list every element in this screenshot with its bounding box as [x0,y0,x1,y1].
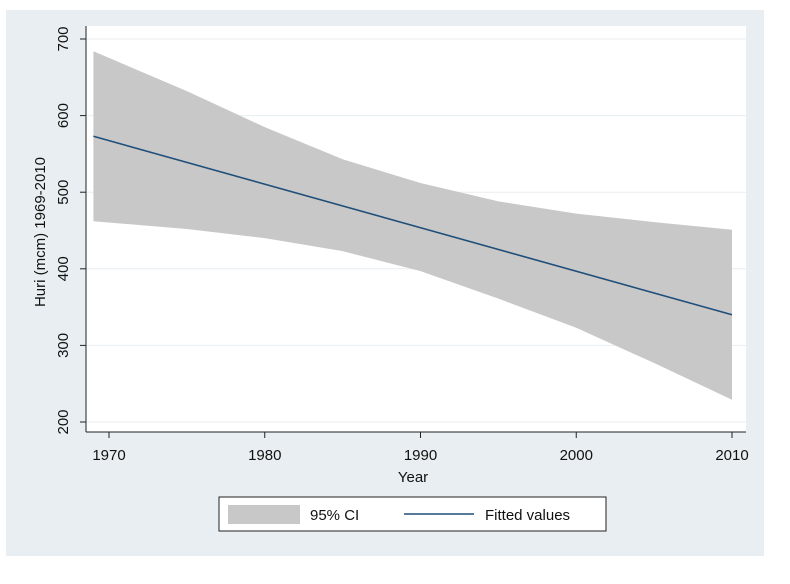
x-tick-label: 2010 [715,447,748,464]
y-axis-ticks: 200 300 400 500 600 700 [55,26,86,435]
legend-label-fitted: Fitted values [485,507,570,524]
legend: 95% CI Fitted values [218,496,607,532]
y-tick-label: 700 [55,26,72,51]
axes [85,26,746,433]
x-axis-title: Year [398,469,428,486]
x-tick-label: 1990 [404,447,437,464]
x-axis-ticks: 1970 1980 1990 2000 2010 [92,432,749,464]
legend-swatch-ci [228,505,300,524]
y-tick-label: 600 [55,103,72,128]
x-tick-label: 1980 [248,447,281,464]
y-axis-title: Huri (mcm) 1969-2010 [32,157,49,307]
x-tick-label: 1970 [92,447,125,464]
fitted-line-group [93,135,733,316]
y-tick-label: 300 [55,333,72,358]
y-tick-label: 400 [55,256,72,281]
legend-label-ci: 95% CI [310,507,359,524]
y-tick-label: 500 [55,180,72,205]
y-tick-label: 200 [55,409,72,434]
x-tick-label: 2000 [560,447,593,464]
fitted-line [93,135,733,316]
